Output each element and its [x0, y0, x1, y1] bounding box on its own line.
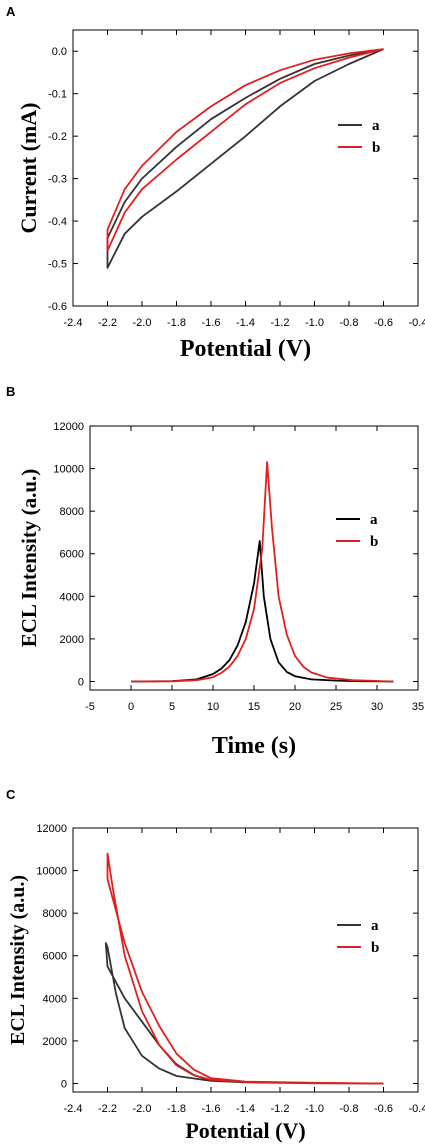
y-tick-label: 6000	[60, 549, 84, 561]
x-axis-title: Potential (V)	[180, 336, 311, 362]
x-tick-label: -1.4	[236, 317, 255, 329]
y-tick-label: 4000	[43, 993, 67, 1005]
y-tick-label: 12000	[36, 823, 67, 835]
panel-label: C	[6, 787, 16, 802]
series-line-b	[130, 461, 394, 683]
y-axis-title: ECL Intensity (a.u.)	[7, 875, 29, 1045]
x-tick-label: -2.0	[133, 317, 152, 329]
panel-label: A	[6, 4, 16, 19]
x-tick-label: -2.4	[64, 317, 83, 329]
y-tick-label: 10000	[36, 866, 67, 878]
x-axis-title: Time (s)	[212, 733, 296, 759]
plot-frame	[72, 827, 419, 1093]
x-tick-label: -0.8	[340, 1103, 359, 1115]
series-line-a	[104, 942, 384, 1085]
plot-frame	[89, 425, 419, 691]
x-tick-label: -5	[85, 701, 95, 713]
y-tick-label: 2000	[43, 1036, 67, 1048]
y-tick-label: -0.2	[48, 131, 67, 143]
legend-label-a: a	[372, 118, 380, 134]
series-line-b	[106, 852, 384, 1085]
y-tick-label: 10000	[53, 464, 84, 476]
x-tick-label: 15	[248, 701, 260, 713]
y-axis-title: Current (mA)	[16, 103, 41, 234]
legend-label-b: b	[372, 140, 380, 156]
y-tick-label: 8000	[60, 506, 84, 518]
y-tick-label: 0.0	[52, 46, 67, 58]
x-tick-label: -0.6	[374, 317, 393, 329]
legend-label-b: b	[370, 534, 378, 550]
chart-panel-c: C -2.4 -2.2 -2.0 -1.8 -1.6 -1.4 -1.2 -1.0 -0.8 -0.…	[6, 787, 425, 1143]
series-line-b	[106, 48, 384, 252]
series-line-a	[106, 48, 384, 269]
y-tick-label: -0.6	[48, 301, 67, 313]
x-tick-label: 10	[207, 701, 219, 713]
y-tick-label: 8000	[43, 908, 67, 920]
x-tick-label: -1.2	[271, 1103, 290, 1115]
x-tick-label: 5	[169, 701, 175, 713]
x-tick-label: 0	[128, 701, 134, 713]
y-tick-label: -0.3	[48, 174, 67, 186]
panel-label: B	[6, 384, 15, 399]
x-tick-label: -0.4	[409, 1103, 425, 1115]
y-tick-label: -0.5	[48, 259, 67, 271]
x-tick-label: -1.2	[271, 317, 290, 329]
x-tick-label: -1.6	[202, 317, 221, 329]
x-tick-label: -0.4	[409, 317, 425, 329]
x-tick-label: -1.0	[305, 1103, 324, 1115]
x-tick-label: -2.2	[98, 1103, 117, 1115]
y-tick-label: 0	[78, 676, 84, 688]
y-tick-label: 4000	[60, 591, 84, 603]
x-tick-label: 25	[330, 701, 342, 713]
legend-label-a: a	[371, 918, 379, 934]
x-tick-label: -1.4	[236, 1103, 255, 1115]
x-tick-label: 30	[371, 701, 383, 713]
x-tick-label: -0.6	[374, 1103, 393, 1115]
y-tick-label: 0	[61, 1078, 67, 1090]
x-tick-label: -1.0	[305, 317, 324, 329]
x-tick-label: -0.8	[340, 317, 359, 329]
x-tick-label: -1.6	[202, 1103, 221, 1115]
x-tick-label: -2.4	[64, 1103, 83, 1115]
x-tick-label: -1.8	[167, 1103, 186, 1115]
plot-frame	[72, 29, 419, 307]
series-line-a	[130, 540, 394, 683]
x-tick-label: -2.2	[98, 317, 117, 329]
y-tick-label: -0.1	[48, 89, 67, 101]
y-tick-label: 12000	[53, 421, 84, 433]
x-axis-title: Potential (V)	[185, 1118, 305, 1143]
y-axis-title: ECL Intensity (a.u.)	[17, 469, 41, 648]
y-tick-label: 2000	[60, 634, 84, 646]
chart-panel-a: A -2.4 -2.2 -2.0 -1.8 -1.6 -1.4 -1.2 -1.0 -0.8 -0.…	[6, 4, 425, 362]
x-tick-label: 20	[289, 701, 301, 713]
y-tick-label: 6000	[43, 951, 67, 963]
x-tick-label: -2.0	[133, 1103, 152, 1115]
x-tick-label: -1.8	[167, 317, 186, 329]
chart-panel-b: B -5 0 5 10 15 20 25 30 35 0 2000 4000 6000 8000 10000 1…	[6, 384, 424, 759]
x-tick-label: 35	[412, 701, 424, 713]
legend-label-b: b	[371, 940, 379, 956]
legend-label-a: a	[370, 512, 378, 528]
y-tick-label: -0.4	[48, 216, 67, 228]
